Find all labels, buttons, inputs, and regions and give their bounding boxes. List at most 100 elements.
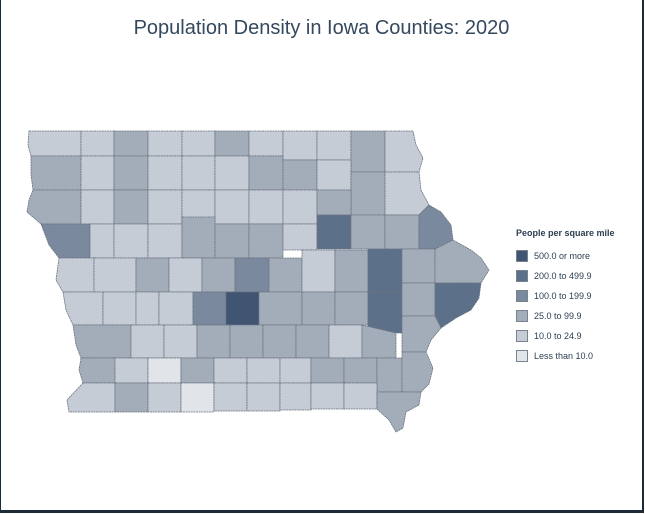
legend-item-100-199: 100.0 to 199.9 — [516, 286, 636, 306]
county — [334, 249, 369, 293]
legend-item-200-499: 200.0 to 499.9 — [516, 266, 636, 286]
county — [180, 382, 215, 413]
county — [268, 257, 303, 293]
county — [258, 291, 303, 326]
county — [196, 324, 231, 359]
county — [301, 249, 336, 293]
county — [434, 282, 482, 329]
county — [93, 257, 137, 293]
legend-label: 100.0 to 199.9 — [534, 291, 592, 301]
county — [343, 357, 378, 384]
county — [401, 248, 436, 284]
legend-swatch — [516, 290, 528, 302]
county — [135, 257, 170, 293]
county — [316, 214, 352, 250]
legend-label: Less than 10.0 — [534, 351, 594, 361]
legend-swatch — [516, 250, 528, 262]
county — [180, 357, 215, 384]
county — [384, 171, 430, 216]
county — [27, 130, 82, 157]
county — [225, 291, 260, 326]
county — [248, 155, 284, 191]
legend-item-10-24: 10.0 to 24.9 — [516, 326, 636, 346]
county — [401, 315, 442, 353]
county — [350, 130, 386, 173]
county — [401, 351, 434, 393]
legend-swatch — [516, 310, 528, 322]
county — [262, 324, 297, 359]
legend-label: 25.0 to 99.9 — [534, 311, 582, 321]
county — [282, 130, 318, 161]
legend-label: 200.0 to 499.9 — [534, 271, 592, 281]
county — [66, 382, 116, 413]
county — [282, 189, 318, 225]
legend-swatch — [516, 330, 528, 342]
county — [246, 382, 281, 412]
county — [214, 155, 250, 191]
county — [147, 130, 183, 157]
county — [234, 257, 270, 293]
county — [295, 324, 330, 359]
county — [158, 291, 194, 326]
county — [376, 391, 422, 433]
chart-title: Population Density in Iowa Counties: 202… — [133, 17, 510, 39]
county — [316, 189, 352, 216]
county — [376, 357, 403, 393]
legend-swatch — [516, 350, 528, 362]
county — [350, 171, 386, 216]
county — [301, 291, 336, 326]
county — [213, 357, 248, 384]
county — [434, 239, 490, 284]
county — [367, 248, 403, 293]
county — [78, 357, 116, 384]
county — [328, 324, 363, 359]
county — [248, 130, 284, 157]
county — [192, 291, 227, 326]
county — [350, 214, 386, 250]
legend: People per square mile 500.0 or more 200… — [516, 228, 636, 366]
county — [401, 282, 436, 317]
county — [384, 214, 420, 250]
county — [279, 382, 312, 411]
county — [279, 357, 312, 384]
county — [282, 223, 318, 251]
legend-label: 10.0 to 24.9 — [534, 331, 582, 341]
county — [147, 189, 183, 225]
county — [55, 257, 95, 293]
county — [147, 223, 183, 259]
county — [147, 155, 183, 191]
legend-title: People per square mile — [516, 228, 615, 238]
county — [343, 382, 378, 410]
county — [214, 189, 250, 225]
county — [214, 223, 250, 259]
county — [181, 216, 216, 259]
county — [26, 189, 82, 225]
county — [147, 382, 182, 413]
county — [80, 130, 115, 157]
county — [40, 223, 91, 259]
legend-item-under-10: Less than 10.0 — [516, 346, 636, 366]
county — [30, 155, 82, 191]
legend-swatch — [516, 270, 528, 282]
county — [89, 223, 115, 259]
county — [114, 382, 149, 413]
county — [72, 324, 132, 359]
county — [229, 324, 264, 359]
county — [135, 291, 160, 326]
county — [316, 130, 352, 161]
county — [80, 155, 115, 191]
county — [213, 382, 248, 412]
county — [181, 155, 216, 191]
county — [310, 382, 345, 410]
county — [113, 155, 149, 191]
county — [246, 357, 281, 384]
county — [130, 324, 165, 359]
county — [113, 130, 149, 157]
county — [367, 291, 403, 334]
county — [80, 189, 115, 225]
county — [248, 223, 284, 259]
legend-label: 500.0 or more — [534, 251, 591, 261]
county — [168, 257, 203, 293]
